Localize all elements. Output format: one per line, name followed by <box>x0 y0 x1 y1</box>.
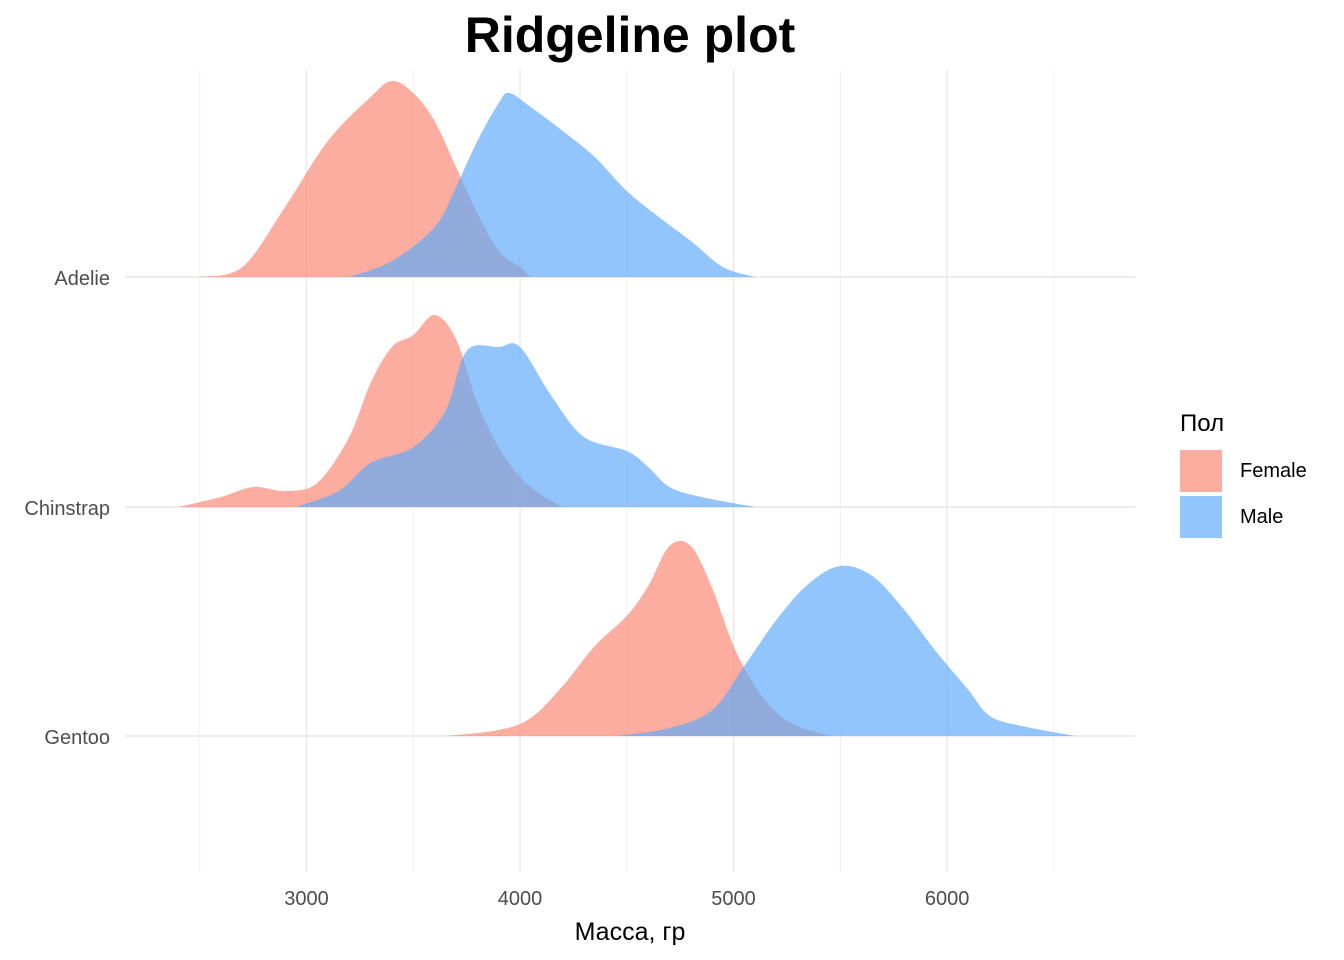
x-tick-label: 4000 <box>498 888 543 910</box>
ridge-chinstrap-male <box>295 343 755 507</box>
legend-key-female <box>1180 450 1222 492</box>
y-tick-label-adelie: Adelie <box>54 268 110 290</box>
legend-item-female: Female <box>1180 448 1307 494</box>
ridge-gentoo-male <box>616 565 1076 736</box>
legend-title: Пол <box>1180 410 1225 437</box>
x-tick-label: 6000 <box>925 888 970 910</box>
chart-title: Ridgeline plot <box>464 7 796 63</box>
legend-label-female: Female <box>1240 459 1307 482</box>
legend-key-male <box>1180 496 1222 538</box>
x-tick-label: 3000 <box>284 888 329 910</box>
legend-label-male: Male <box>1240 505 1284 528</box>
legend-item-male: Male <box>1180 494 1307 540</box>
x-tick-label: 5000 <box>711 888 756 910</box>
ridge-adelie-male <box>349 92 755 278</box>
y-tick-label-chinstrap: Chinstrap <box>24 498 110 520</box>
y-tick-label-gentoo: Gentoo <box>44 727 110 749</box>
legend: Пол Female Male <box>1180 410 1307 540</box>
x-axis-title: Масса, гр <box>575 918 686 946</box>
